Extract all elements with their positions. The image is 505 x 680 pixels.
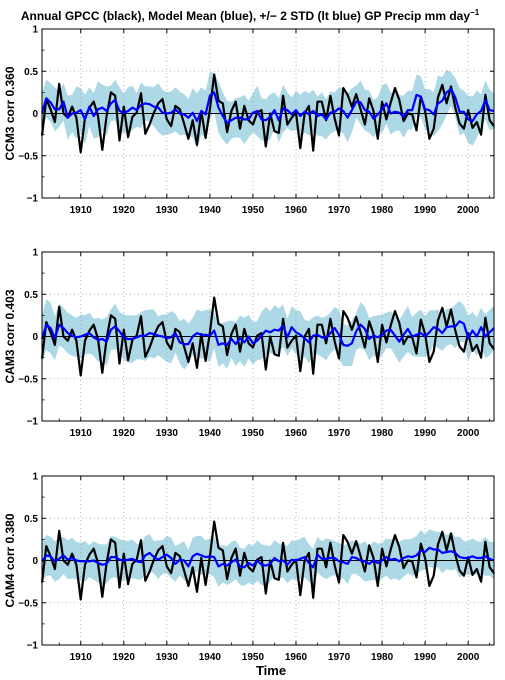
x-tick-label: 1930 xyxy=(156,205,179,216)
x-tick-label: 1910 xyxy=(70,428,93,439)
y-tick-label: 0.5 xyxy=(24,290,38,301)
y-axis-label: CCM3 corr 0.360 xyxy=(3,66,17,160)
x-tick-label: 1970 xyxy=(328,205,351,216)
chart-panels: 1910 1920 1930 1940 1950 1960 1970 1980 1990 2000… xyxy=(3,25,495,663)
y-tick-label: −1 xyxy=(27,194,39,205)
y-tick-label: 1 xyxy=(32,472,38,483)
x-tick-label: 1980 xyxy=(371,428,394,439)
y-tick-label: −1 xyxy=(27,417,39,428)
x-tick-label: 1980 xyxy=(371,652,394,663)
spread-band xyxy=(42,69,494,149)
y-tick-label: 0 xyxy=(32,556,38,567)
gpcc-line xyxy=(40,520,495,601)
x-axis-label: Time xyxy=(256,663,286,678)
x-tick-label: 1940 xyxy=(199,428,222,439)
x-tick-label: 1950 xyxy=(242,205,265,216)
x-tick-label: 2000 xyxy=(457,428,480,439)
y-tick-label: −1 xyxy=(27,641,39,652)
y-axis-label: CAM3 corr 0.403 xyxy=(3,289,17,383)
x-tick-label: 1990 xyxy=(414,428,437,439)
x-tick-label: 1990 xyxy=(414,652,437,663)
y-tick-label: −0.5 xyxy=(18,598,38,609)
x-tick-label: 1980 xyxy=(371,205,394,216)
gpcc-line xyxy=(40,73,495,154)
x-tick-label: 1940 xyxy=(199,205,222,216)
x-tick-label: 1930 xyxy=(156,428,179,439)
model-mean-line xyxy=(41,546,495,569)
chart-panel-3: 1910 1920 1930 1940 1950 1960 1970 1980 1990 2000… xyxy=(3,472,495,663)
x-tick-label: 1920 xyxy=(113,205,136,216)
x-tick-label: 1960 xyxy=(285,205,308,216)
chart-panel-1: 1910 1920 1930 1940 1950 1960 1970 1980 1990 2000… xyxy=(3,25,495,216)
x-tick-label: 1920 xyxy=(113,428,136,439)
gpcc-line xyxy=(40,296,495,377)
y-tick-label: 0 xyxy=(32,109,38,120)
x-tick-label: 1960 xyxy=(285,428,308,439)
x-tick-label: 1910 xyxy=(70,205,93,216)
y-axis-label: CAM4 corr 0.380 xyxy=(3,513,17,607)
x-tick-label: 1950 xyxy=(242,428,265,439)
y-tick-label: 0.5 xyxy=(24,67,38,78)
y-tick-label: 0 xyxy=(32,332,38,343)
x-tick-label: 1970 xyxy=(328,428,351,439)
x-tick-label: 2000 xyxy=(457,652,480,663)
spread-band xyxy=(42,529,494,587)
model-mean-line xyxy=(40,320,495,347)
x-tick-label: 1960 xyxy=(285,652,308,663)
x-tick-label: 1920 xyxy=(113,652,136,663)
x-tick-label: 1950 xyxy=(242,652,265,663)
model-mean-line xyxy=(40,87,495,124)
x-tick-label: 2000 xyxy=(457,205,480,216)
chart-panel-2: 1910 1920 1930 1940 1950 1960 1970 1980 1990 2000… xyxy=(3,248,495,439)
title-superscript: −1 xyxy=(470,8,480,17)
y-tick-label: 0.5 xyxy=(24,514,38,525)
y-tick-label: −0.5 xyxy=(18,151,38,162)
x-tick-label: 1930 xyxy=(156,652,179,663)
figure-title: Annual GPCC (black), Model Mean (blue), … xyxy=(21,8,480,23)
x-tick-label: 1990 xyxy=(414,205,437,216)
y-tick-label: 1 xyxy=(32,25,38,36)
spread-band xyxy=(42,299,494,370)
y-tick-label: −0.5 xyxy=(18,374,38,385)
x-tick-label: 1970 xyxy=(328,652,351,663)
x-tick-label: 1910 xyxy=(70,652,93,663)
y-tick-label: 1 xyxy=(32,248,38,259)
x-tick-label: 1940 xyxy=(199,652,222,663)
